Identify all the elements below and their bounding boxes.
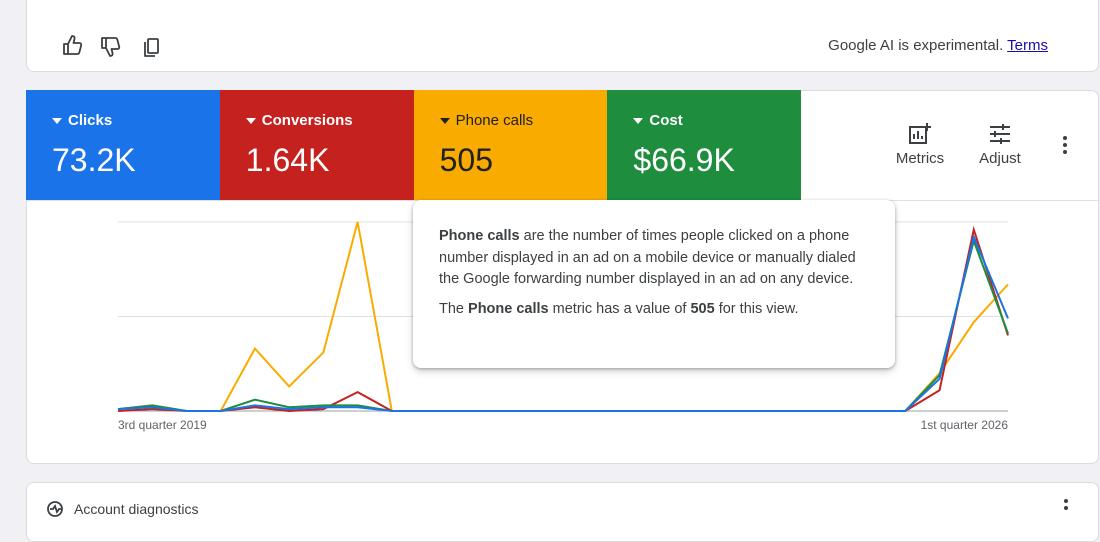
x-tick-label: 1st quarter 2026 <box>921 418 1009 432</box>
tooltip-metric: Phone calls <box>439 228 520 244</box>
copy-icon[interactable] <box>147 38 159 54</box>
metric-card[interactable]: Conversions 1.64K <box>219 90 414 200</box>
metric-name: Cost <box>649 112 683 129</box>
series-line <box>117 233 1009 412</box>
tooltip-definition: Phone calls are the number of times peop… <box>439 226 869 291</box>
adjust-button[interactable]: Adjust <box>970 122 1030 167</box>
tooltip-total: 505 <box>690 300 715 317</box>
metric-total: 1.64K <box>245 142 330 178</box>
dropdown-arrow <box>245 118 256 124</box>
thumbs-up[interactable] <box>63 35 83 55</box>
ai-notice: Google AI is experimental. Terms <box>828 37 1048 54</box>
metrics-label: Metrics <box>895 150 945 167</box>
metrics-icon <box>909 123 931 144</box>
terms-link[interactable]: Terms <box>1007 37 1048 54</box>
ai-answer-card: Google AI is experimental. Terms <box>26 0 1099 72</box>
metric-card[interactable]: Clicks 73.2K <box>26 90 220 200</box>
tooltip-text: are the number of times people clicked o… <box>439 228 856 287</box>
tooltip-metric: Phone calls <box>468 300 549 317</box>
adjust-label: Adjust <box>979 150 1021 167</box>
feedback-icons <box>63 35 159 57</box>
tooltip: Phone calls are the number of times peop… <box>413 200 895 368</box>
metric-card[interactable]: Cost $66.9K <box>607 90 802 200</box>
diagnostics-card: Account diagnostics <box>26 482 1099 542</box>
page: Google AI is experimental. Terms Clicks 7… <box>26 0 1099 542</box>
dropdown-arrow <box>439 118 450 124</box>
dropdown-arrow <box>52 118 62 124</box>
diagnostics-title: Account diagnostics <box>74 501 199 517</box>
more-menu[interactable] <box>1059 497 1073 521</box>
tooltip-text: The <box>439 300 464 317</box>
metric-name: Phone calls <box>455 112 534 129</box>
more-menu[interactable] <box>1058 134 1072 158</box>
metrics-button[interactable]: Metrics <box>888 122 952 167</box>
dropdown-arrow <box>633 118 644 124</box>
x-tick-label: 3rd quarter 2019 <box>118 418 207 432</box>
diagnostics-icon <box>47 501 63 517</box>
metric-total: 505 <box>439 142 493 178</box>
tooltip-text: for this view. <box>718 300 799 317</box>
metric-total: $66.9K <box>633 142 735 178</box>
metric-name: Clicks <box>68 112 113 129</box>
tooltip-value: The Phone calls metric has a value of 50… <box>439 299 869 321</box>
thumbs-down[interactable] <box>101 37 121 57</box>
adjust-icon <box>990 124 1010 144</box>
notice-text: Google AI is experimental. <box>828 37 1004 54</box>
metric-name: Conversions <box>261 112 353 129</box>
metric-total: 73.2K <box>52 142 136 178</box>
tooltip-text: metric has a value of <box>552 300 687 317</box>
metric-card[interactable]: Phone calls 505 <box>413 90 608 200</box>
